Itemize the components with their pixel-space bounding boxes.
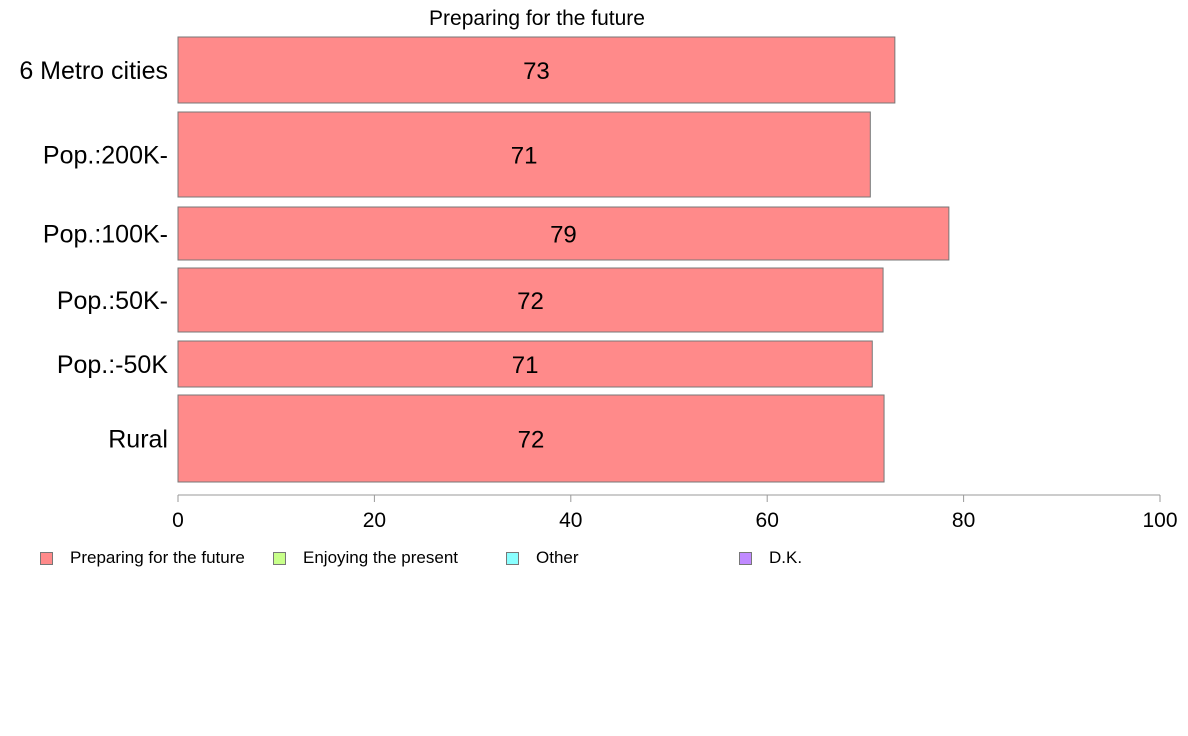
- bar: [177, 267, 884, 333]
- legend-label-other: Other: [536, 548, 579, 567]
- bars-group: 73 6 Metro cities 71 Pop.:200K- 79 Pop.:100K-…: [19, 36, 950, 483]
- category-label: 6 Metro cities: [19, 57, 168, 85]
- bar: [177, 394, 885, 483]
- legend-label-dk: D.K.: [769, 548, 803, 567]
- category-label: Pop.:100K-: [43, 221, 168, 249]
- bar-value-label: 71: [512, 352, 539, 379]
- x-tick-label: 80: [952, 509, 975, 532]
- x-tick-label: 100: [1142, 509, 1177, 532]
- bar-value-label: 72: [518, 427, 545, 454]
- bar: [177, 111, 871, 198]
- legend-item-dk: D.K.: [739, 548, 802, 568]
- legend-swatch-dk: [739, 551, 752, 565]
- x-tick-label: 60: [756, 509, 779, 532]
- bar-value-label: 73: [523, 58, 550, 85]
- category-label: Rural: [108, 426, 168, 454]
- legend-swatch-preparing: [40, 551, 53, 565]
- bar: [177, 36, 896, 104]
- x-tick-label: 20: [363, 509, 386, 532]
- legend: Preparing for the future Enjoying the pr…: [0, 548, 1188, 572]
- x-tick-label: 0: [172, 509, 184, 532]
- bar-value-label: 79: [550, 222, 577, 249]
- category-label: Pop.:200K-: [43, 142, 168, 170]
- chart-title: Preparing for the future: [429, 7, 645, 30]
- legend-item-preparing: Preparing for the future: [40, 548, 245, 568]
- legend-label-preparing: Preparing for the future: [70, 548, 245, 567]
- x-tick-label: 40: [559, 509, 582, 532]
- bar-value-label: 71: [511, 143, 538, 170]
- legend-swatch-other: [506, 551, 519, 565]
- category-label: Pop.:-50K: [57, 351, 169, 379]
- bar-value-label: 72: [517, 288, 544, 315]
- bar: [177, 340, 873, 388]
- legend-label-enjoying: Enjoying the present: [303, 548, 458, 567]
- legend-item-other: Other: [506, 548, 579, 568]
- category-label: Pop.:50K-: [57, 287, 168, 315]
- legend-swatch-enjoying: [273, 551, 286, 565]
- legend-item-enjoying: Enjoying the present: [273, 548, 458, 568]
- x-axis: 0 20 40 60 80 100: [172, 494, 1178, 532]
- bar: [177, 206, 950, 261]
